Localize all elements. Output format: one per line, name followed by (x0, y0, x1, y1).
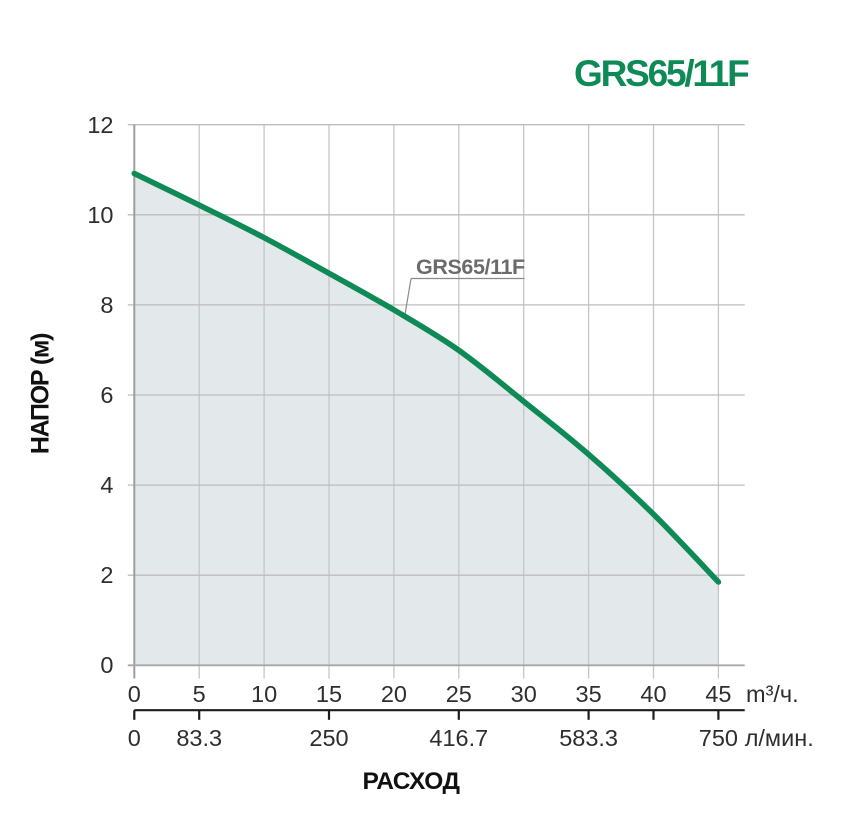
svg-text:20: 20 (381, 681, 407, 707)
svg-text:GRS65/11F: GRS65/11F (574, 53, 749, 94)
svg-text:750: 750 (699, 725, 738, 751)
svg-text:0: 0 (128, 681, 141, 707)
svg-text:250: 250 (309, 725, 348, 751)
svg-text:2: 2 (100, 562, 113, 588)
svg-text:m³/ч.: m³/ч. (746, 681, 799, 707)
svg-text:0: 0 (100, 652, 113, 678)
svg-text:л/мин.: л/мин. (745, 725, 814, 751)
svg-text:416.7: 416.7 (429, 725, 488, 751)
svg-text:30: 30 (511, 681, 537, 707)
svg-text:10: 10 (251, 681, 277, 707)
svg-text:35: 35 (576, 681, 602, 707)
svg-text:83.3: 83.3 (176, 725, 222, 751)
svg-text:15: 15 (316, 681, 342, 707)
svg-text:НАПОР (м): НАПОР (м) (27, 333, 55, 454)
svg-text:6: 6 (100, 382, 113, 408)
svg-text:4: 4 (100, 472, 113, 498)
svg-text:40: 40 (640, 681, 666, 707)
svg-text:GRS65/11F: GRS65/11F (416, 255, 525, 279)
svg-text:0: 0 (128, 725, 141, 751)
svg-text:8: 8 (100, 292, 113, 318)
svg-text:45: 45 (705, 681, 731, 707)
svg-text:10: 10 (87, 202, 113, 228)
svg-text:5: 5 (193, 681, 206, 707)
svg-text:РАСХОД: РАСХОД (363, 768, 461, 795)
svg-text:12: 12 (87, 112, 113, 138)
svg-text:25: 25 (446, 681, 472, 707)
svg-text:583.3: 583.3 (559, 725, 618, 751)
